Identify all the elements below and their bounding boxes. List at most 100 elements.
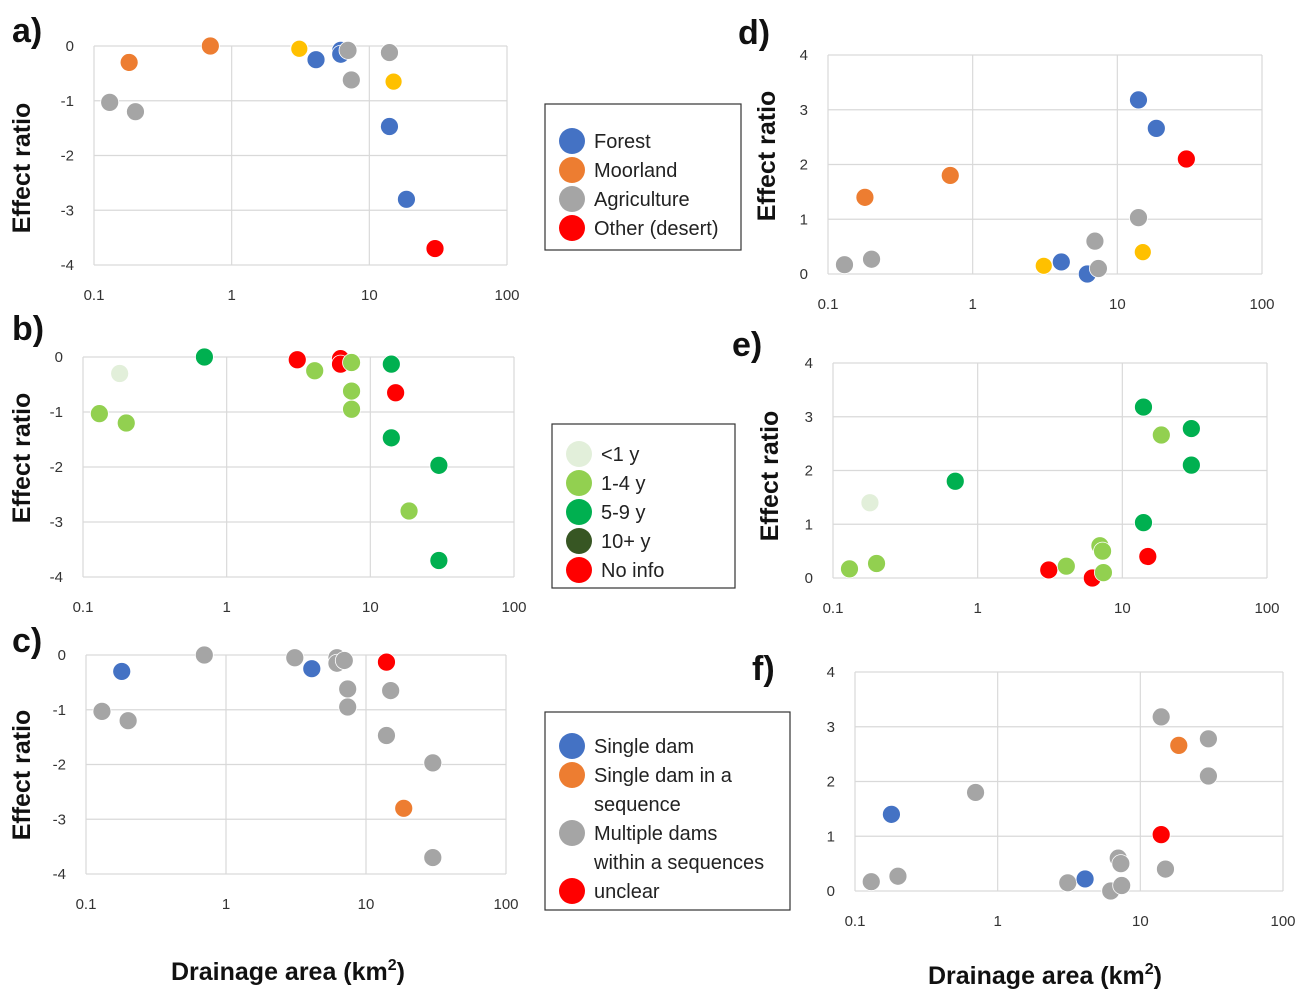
x-tick-label: 1 <box>973 600 981 617</box>
x-tick-label: 1 <box>227 287 235 304</box>
data-point <box>334 651 354 670</box>
data-point <box>342 353 361 372</box>
legend-label: <1 y <box>601 444 639 466</box>
data-point <box>1112 876 1132 895</box>
data-point <box>860 493 880 513</box>
data-point <box>380 43 399 62</box>
data-point <box>306 50 326 70</box>
data-point <box>1034 256 1053 275</box>
data-point <box>116 413 136 433</box>
data-point <box>423 753 443 773</box>
data-point <box>381 354 401 374</box>
data-point <box>1094 563 1113 583</box>
panel-a: 0.1 1 10 100 0 -1 -2 -3 -4 a) Effect ratio <box>8 12 520 304</box>
legend-marker <box>566 528 592 554</box>
y-tick-label: -3 <box>61 202 74 219</box>
x-tick-label: 100 <box>494 287 519 304</box>
legends: Forest Moorland Agriculture Other (desert) <… <box>544 103 791 911</box>
legend-1: Forest Moorland Agriculture Other (desert) <box>544 103 742 251</box>
legend-marker <box>559 820 585 846</box>
data-point <box>1151 825 1171 845</box>
legend-label: Single dam in a <box>594 765 733 787</box>
legend-box <box>544 711 791 911</box>
data-point <box>1199 729 1218 749</box>
data-point <box>1051 252 1071 272</box>
data-point <box>429 551 449 570</box>
data-point <box>945 471 965 491</box>
data-point <box>423 848 443 867</box>
x-tick-label: 1 <box>993 913 1001 930</box>
x-tick-label: 0.1 <box>76 896 97 913</box>
y-tick-label: -4 <box>53 866 66 883</box>
data-point <box>377 652 396 672</box>
legend-marker <box>559 878 585 904</box>
legend-marker <box>559 733 585 759</box>
data-point <box>1058 873 1078 893</box>
x-tick-label: 0.1 <box>818 296 839 313</box>
data-point <box>338 40 358 60</box>
legend-marker <box>566 470 592 496</box>
data-point <box>118 711 138 731</box>
x-tick-label: 10 <box>1114 600 1131 617</box>
y-tick-label: 2 <box>805 463 813 480</box>
y-tick-label: -3 <box>53 811 66 828</box>
x-tick-label: 100 <box>501 599 526 616</box>
data-point <box>305 361 325 381</box>
data-point <box>100 92 120 112</box>
y-tick-label: 0 <box>800 266 808 283</box>
legend-label: Multiple dams <box>594 823 717 845</box>
y-tick-label: -4 <box>50 569 63 586</box>
y-tick-label: 0 <box>827 883 835 900</box>
data-point <box>1089 259 1108 278</box>
y-tick-label: 1 <box>800 211 808 228</box>
legend-label: 1-4 y <box>601 473 645 495</box>
y-axis-label: Effect ratio <box>8 103 36 234</box>
data-point <box>119 53 139 72</box>
data-point <box>380 117 399 136</box>
x-tick-label: 100 <box>493 896 518 913</box>
data-point <box>302 659 322 679</box>
data-point <box>1085 231 1105 251</box>
y-tick-label: 2 <box>827 774 835 791</box>
data-point <box>1111 854 1131 874</box>
data-point <box>290 39 309 58</box>
legend-label: Agriculture <box>594 189 690 211</box>
panel-label: c) <box>12 622 42 660</box>
legend-label: No info <box>601 560 664 582</box>
data-point <box>840 559 859 579</box>
y-tick-label: 0 <box>55 349 63 366</box>
x-tick-label: 0.1 <box>73 599 94 616</box>
x-tick-label: 0.1 <box>823 600 844 617</box>
y-tick-label: -1 <box>50 404 63 421</box>
y-axis-label: Effect ratio <box>753 91 781 222</box>
data-point <box>862 249 881 269</box>
legend-marker <box>566 499 592 525</box>
data-point <box>861 872 881 892</box>
legend-marker <box>566 441 592 467</box>
data-point <box>285 648 305 668</box>
x-tick-label: 0.1 <box>84 287 105 304</box>
data-point <box>112 662 132 681</box>
x-tick-label: 10 <box>362 599 379 616</box>
data-point <box>1176 149 1196 169</box>
legend-label: 10+ y <box>601 531 650 553</box>
data-point <box>1134 397 1153 417</box>
legend-label: unclear <box>594 881 660 903</box>
x-tick-label: 10 <box>361 287 378 304</box>
panel-label: d) <box>738 14 770 52</box>
data-point <box>966 783 985 802</box>
panel-label: b) <box>12 310 44 348</box>
legend-label: Forest <box>594 131 651 153</box>
x-tick-label: 100 <box>1270 913 1295 930</box>
y-tick-label: 4 <box>827 664 835 681</box>
data-point <box>425 239 445 258</box>
x-tick-label: 10 <box>1132 913 1149 930</box>
data-point <box>126 102 145 122</box>
data-point <box>1138 547 1158 566</box>
legend-marker <box>559 762 585 788</box>
y-tick-label: 3 <box>800 102 808 119</box>
y-axis-label: Effect ratio <box>756 411 784 542</box>
data-point <box>110 364 130 383</box>
